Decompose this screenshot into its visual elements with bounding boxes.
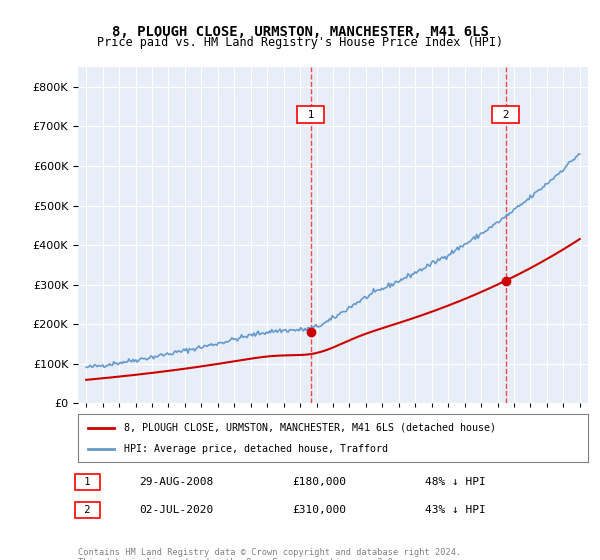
Text: HPI: Average price, detached house, Trafford: HPI: Average price, detached house, Traf… bbox=[124, 444, 388, 454]
Text: £180,000: £180,000 bbox=[292, 477, 346, 487]
Text: 43% ↓ HPI: 43% ↓ HPI bbox=[425, 505, 485, 515]
Text: Price paid vs. HM Land Registry's House Price Index (HPI): Price paid vs. HM Land Registry's House … bbox=[97, 36, 503, 49]
Text: 29-AUG-2008: 29-AUG-2008 bbox=[139, 477, 214, 487]
Text: 48% ↓ HPI: 48% ↓ HPI bbox=[425, 477, 485, 487]
Text: 02-JUL-2020: 02-JUL-2020 bbox=[139, 505, 214, 515]
Text: 1: 1 bbox=[301, 110, 321, 120]
Text: 2: 2 bbox=[496, 110, 516, 120]
Text: 2: 2 bbox=[78, 505, 97, 515]
Text: Contains HM Land Registry data © Crown copyright and database right 2024.
This d: Contains HM Land Registry data © Crown c… bbox=[78, 548, 461, 560]
Text: £310,000: £310,000 bbox=[292, 505, 346, 515]
Text: 8, PLOUGH CLOSE, URMSTON, MANCHESTER, M41 6LS: 8, PLOUGH CLOSE, URMSTON, MANCHESTER, M4… bbox=[112, 25, 488, 39]
Text: 1: 1 bbox=[78, 477, 97, 487]
Text: 8, PLOUGH CLOSE, URMSTON, MANCHESTER, M41 6LS (detached house): 8, PLOUGH CLOSE, URMSTON, MANCHESTER, M4… bbox=[124, 423, 496, 433]
